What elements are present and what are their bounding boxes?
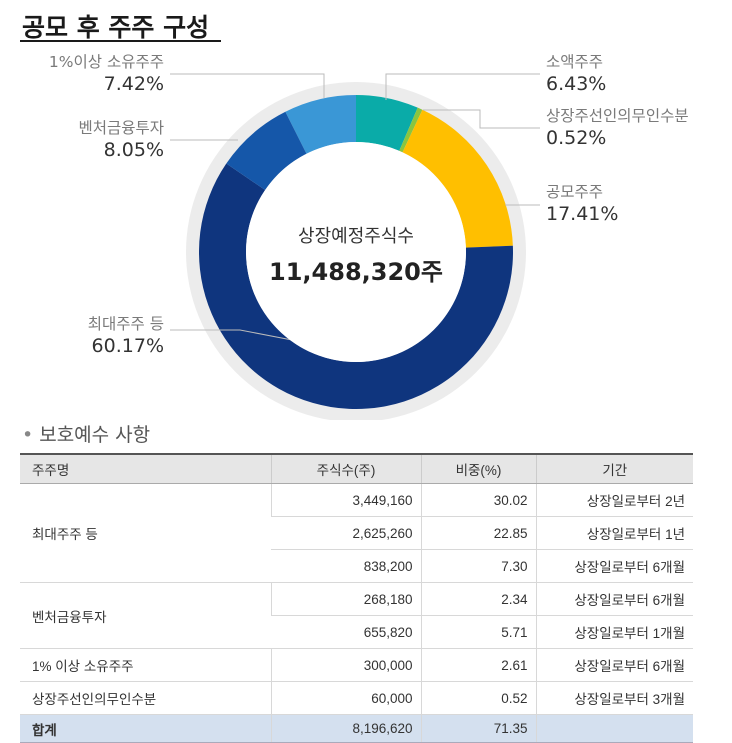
bullet-icon: •	[22, 424, 34, 446]
cell-pct: 30.02	[420, 483, 536, 517]
cell-shares: 60,000	[270, 681, 421, 715]
title-underline	[20, 40, 221, 42]
cell-shareholder-name: 벤처금융투자	[20, 582, 271, 649]
cell-shareholder-name: 1% 이상 소유주주	[20, 648, 271, 682]
slice-small-shareholders	[356, 95, 418, 151]
table-row: 벤처금융투자 268,180 2.34 상장일로부터 6개월	[20, 582, 693, 649]
center-label: 상장예정주식수	[298, 226, 414, 247]
cell-period: 상장일로부터 3개월	[535, 681, 693, 715]
cell-shares: 3,449,160	[270, 483, 421, 517]
donut-hole	[246, 142, 466, 362]
cell-shares: 268,180	[270, 582, 421, 616]
cell-pct: 7.30	[420, 549, 536, 583]
leader-largest-shareholders	[170, 329, 293, 341]
table-row: 최대주주 등 3,449,160 30.02 상장일로부터 2년	[20, 483, 693, 583]
table-header-row: 주주명 주식수(주) 비중(%) 기간	[20, 453, 693, 484]
cell-shares: 2,625,260	[271, 516, 421, 550]
table-row: 838,200 7.30 상장일로부터 6개월	[20, 549, 693, 583]
table-row: 2,625,260 22.85 상장일로부터 1년	[20, 516, 693, 550]
cell-shares: 300,000	[270, 648, 421, 682]
center-value: 11,488,320주	[269, 258, 443, 286]
cell-pct: 2.34	[420, 582, 536, 616]
label-1pct-shareholders: 1%이상 소유주주 7.42%	[48, 53, 164, 95]
cell-shareholder-name: 상장주선인의무인수분	[20, 681, 271, 715]
cell-total-pct: 71.35	[420, 714, 536, 743]
cell-total-label: 합계	[20, 714, 271, 743]
col-header-period: 기간	[535, 453, 693, 484]
table-row: 655,820 5.71 상장일로부터 1개월	[20, 615, 693, 649]
leader-small-shareholders	[385, 73, 540, 100]
slice-underwriter	[399, 107, 423, 153]
slice-largest-shareholders	[199, 163, 513, 409]
lockup-table: 주주명 주식수(주) 비중(%) 기간 최대주주 등 3,449,160 30.02…	[20, 453, 693, 743]
col-header-name: 주주명	[20, 453, 271, 484]
cell-pct: 0.52	[420, 681, 536, 715]
cell-period: 상장일로부터 1년	[535, 516, 693, 550]
slice-1pct-shareholders	[285, 95, 356, 154]
col-header-pct: 비중(%)	[420, 453, 536, 484]
col-header-shares: 주식수(주)	[270, 453, 421, 484]
label-public-offering: 공모주주 17.41%	[546, 183, 619, 225]
label-largest-shareholders: 최대주주 등 60.17%	[87, 315, 164, 357]
cell-period: 상장일로부터 1개월	[535, 615, 693, 649]
cell-period: 상장일로부터 6개월	[535, 549, 693, 583]
cell-total-shares: 8,196,620	[270, 714, 421, 743]
section-heading: • 보호예수 사항	[22, 424, 151, 446]
cell-pct: 22.85	[420, 516, 536, 550]
donut-chart	[170, 73, 540, 420]
cell-period: 상장일로부터 6개월	[535, 648, 693, 682]
cell-shares: 838,200	[271, 549, 421, 583]
cell-pct: 5.71	[420, 615, 536, 649]
leader-1pct-shareholders	[170, 73, 325, 98]
table-row: 상장주선인의무인수분 60,000 0.52 상장일로부터 3개월	[20, 681, 693, 715]
label-underwriter: 상장주선인의무인수분 0.52%	[546, 107, 689, 149]
table-total-row: 합계 8,196,620 71.35	[20, 714, 693, 743]
cell-shares: 655,820	[271, 615, 421, 649]
donut-center: 상장예정주식수 11,488,320주	[250, 222, 462, 287]
cell-period: 상장일로부터 6개월	[535, 582, 693, 616]
label-small-shareholders: 소액주주 6.43%	[546, 53, 607, 95]
table-row: 1% 이상 소유주주 300,000 2.61 상장일로부터 6개월	[20, 648, 693, 682]
cell-pct: 2.61	[420, 648, 536, 682]
cell-total-period	[535, 714, 693, 743]
cell-period: 상장일로부터 2년	[535, 483, 693, 517]
slice-public-offering	[402, 109, 513, 248]
label-venture: 벤처금융투자 8.05%	[78, 119, 164, 161]
slice-venture	[226, 111, 307, 190]
leader-underwriter	[423, 109, 540, 129]
cell-shareholder-name: 최대주주 등	[20, 483, 271, 583]
page-title: 공모 후 주주 구성	[22, 13, 210, 42]
